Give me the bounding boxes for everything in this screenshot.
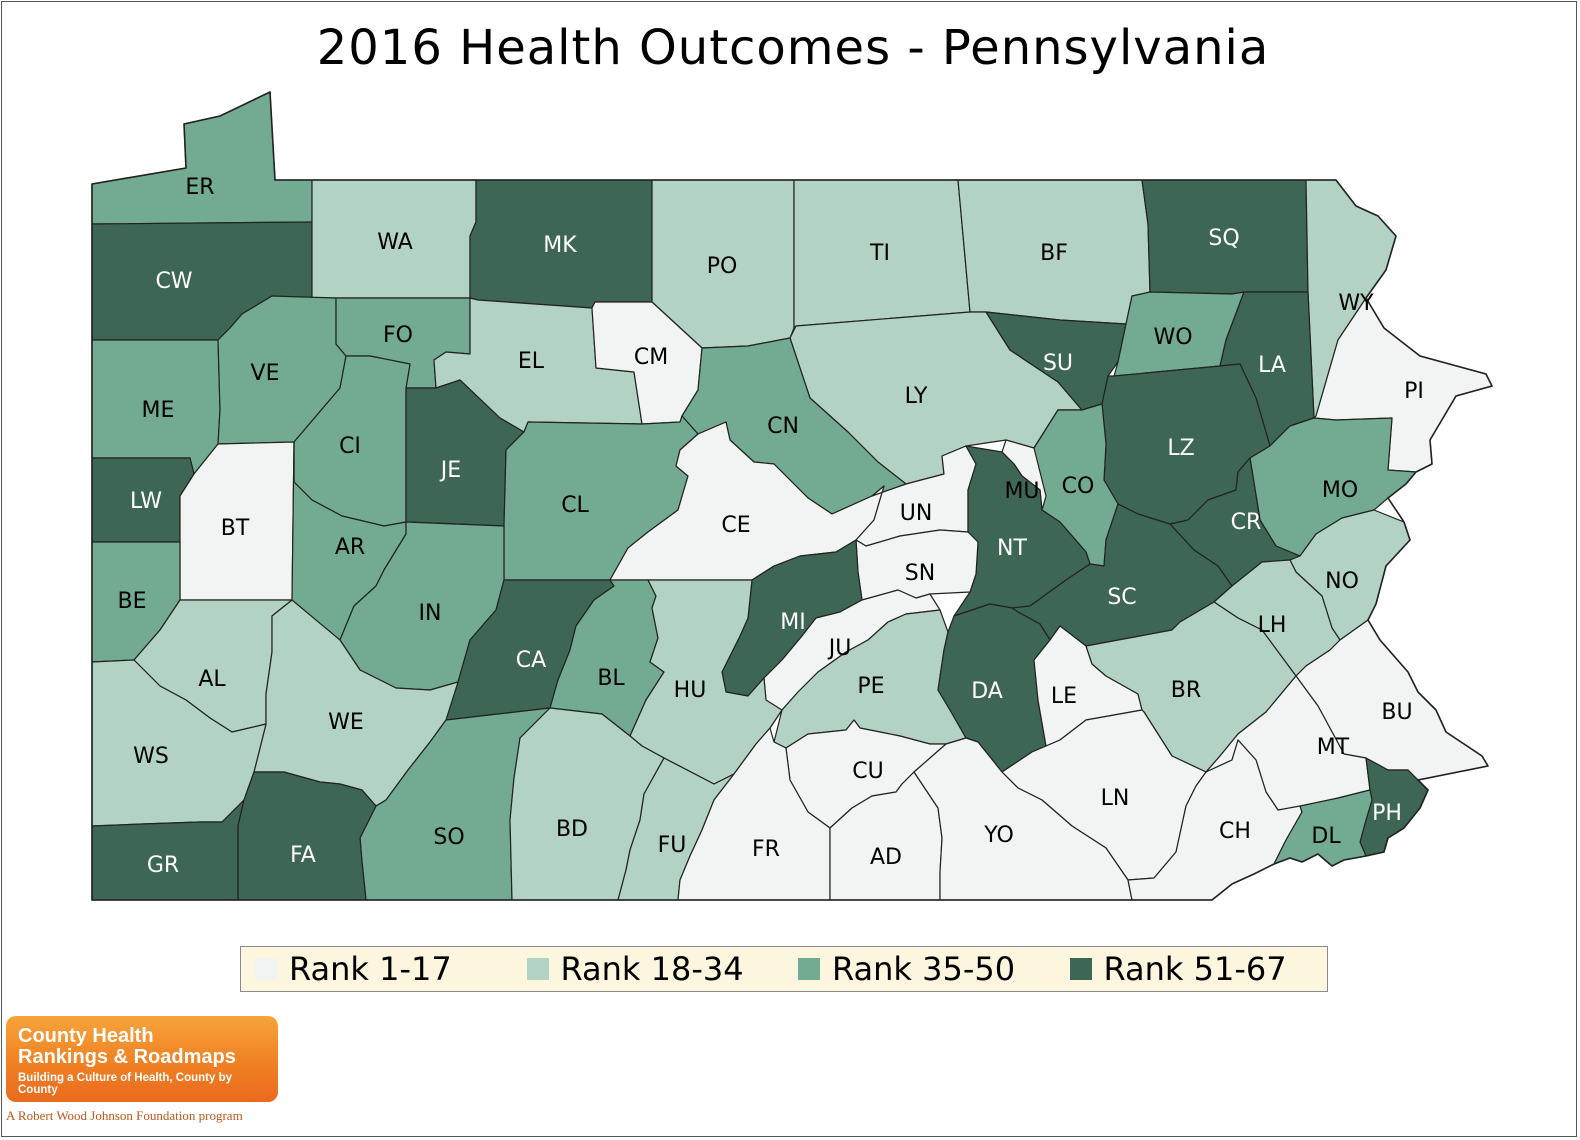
county-label-po: PO <box>707 254 738 279</box>
chrr-logo: County Health Rankings & Roadmaps Buildi… <box>6 1016 278 1102</box>
map-legend: Rank 1-17 Rank 18-34 Rank 35-50 Rank 51-67 <box>240 946 1328 992</box>
county-label-ve: VE <box>251 361 280 386</box>
county-label-ph: PH <box>1372 801 1402 826</box>
county-label-me: ME <box>142 398 175 423</box>
county-label-ju: JU <box>827 636 852 661</box>
county-label-fo: FO <box>383 323 413 348</box>
county-label-bu: BU <box>1381 700 1412 725</box>
county-label-fr: FR <box>752 837 780 862</box>
legend-swatch <box>526 958 549 980</box>
legend-label: Rank 51-67 <box>1103 950 1287 988</box>
county-fa <box>237 771 377 901</box>
county-label-je: JE <box>439 458 461 483</box>
legend-label: Rank 35-50 <box>832 950 1016 988</box>
county-label-cr: CR <box>1231 510 1262 535</box>
county-label-pi: PI <box>1404 379 1424 404</box>
county-label-no: NO <box>1325 569 1359 594</box>
county-label-lw: LW <box>130 489 162 514</box>
county-label-ws: WS <box>133 744 169 769</box>
county-label-el: EL <box>518 349 545 374</box>
county-label-sc: SC <box>1107 585 1136 610</box>
county-label-er: ER <box>185 175 214 200</box>
county-label-la: LA <box>1258 353 1286 378</box>
county-label-mk: MK <box>543 233 577 258</box>
rwjf-program-note: A Robert Wood Johnson Foundation program <box>6 1108 243 1123</box>
county-label-le: LE <box>1051 684 1077 709</box>
map-title: 2016 Health Outcomes - Pennsylvania <box>316 20 1270 76</box>
county-label-hu: HU <box>674 678 707 703</box>
county-label-co: CO <box>1062 474 1095 499</box>
county-label-br: BR <box>1171 678 1201 703</box>
county-label-cl: CL <box>561 493 589 518</box>
county-label-so: SO <box>433 825 464 850</box>
legend-swatch <box>798 958 820 980</box>
county-label-da: DA <box>971 679 1003 704</box>
county-label-su: SU <box>1043 351 1073 376</box>
county-label-ly: LY <box>905 384 928 409</box>
legend-item: Rank 1-17 <box>255 950 513 988</box>
county-yo <box>913 737 1133 901</box>
county-label-ci: CI <box>339 434 361 459</box>
county-label-fa: FA <box>290 843 316 868</box>
legend-item: Rank 18-34 <box>526 950 785 988</box>
county-label-ch: CH <box>1219 819 1251 844</box>
county-label-yo: YO <box>983 823 1014 848</box>
county-label-cu: CU <box>852 759 883 784</box>
county-label-wo: WO <box>1153 325 1192 350</box>
county-label-ca: CA <box>516 648 546 673</box>
county-label-mo: MO <box>1322 478 1358 503</box>
county-label-ce: CE <box>721 513 750 538</box>
county-label-ar: AR <box>335 535 365 560</box>
county-label-ad: AD <box>870 845 902 870</box>
logo-name-line1: County Health <box>18 1025 154 1047</box>
county-label-bf: BF <box>1040 241 1068 266</box>
county-label-un: UN <box>900 501 933 526</box>
county-label-al: AL <box>198 667 226 692</box>
county-label-we: WE <box>328 710 364 735</box>
county-label-mi: MI <box>780 610 805 635</box>
county-label-fu: FU <box>658 833 687 858</box>
county-label-sn: SN <box>905 561 935 586</box>
legend-swatch <box>255 958 277 980</box>
legend-item: Rank 51-67 <box>1069 950 1328 988</box>
county-label-bt: BT <box>221 516 250 541</box>
county-label-in: IN <box>419 601 442 626</box>
county-label-bd: BD <box>556 817 588 842</box>
logo-tagline: Building a Culture of Health, County by … <box>18 1072 233 1096</box>
county-label-lh: LH <box>1258 613 1287 638</box>
county-label-lz: LZ <box>1167 436 1194 461</box>
county-label-ln: LN <box>1101 786 1130 811</box>
legend-label: Rank 1-17 <box>289 950 452 988</box>
county-label-dl: DL <box>1311 824 1341 849</box>
county-label-be: BE <box>118 589 147 614</box>
legend-swatch <box>1069 958 1092 980</box>
county-label-cn: CN <box>767 414 799 439</box>
county-label-mu: MU <box>1004 479 1039 504</box>
county-label-nt: NT <box>997 536 1027 561</box>
state-outline <box>91 91 1493 901</box>
county-label-wy: WY <box>1338 291 1374 316</box>
county-label-ti: TI <box>869 241 890 266</box>
logo-name-line2: Rankings & Roadmaps <box>18 1046 236 1068</box>
county-label-pe: PE <box>857 674 884 699</box>
county-label-cm: CM <box>634 345 668 370</box>
county-label-mt: MT <box>1317 735 1350 760</box>
county-label-bl: BL <box>597 666 625 691</box>
county-label-cw: CW <box>155 269 192 294</box>
legend-label: Rank 18-34 <box>560 950 744 988</box>
county-label-sq: SQ <box>1208 226 1239 251</box>
county-label-wa: WA <box>377 230 413 255</box>
county-label-gr: GR <box>147 853 179 878</box>
county-er <box>91 91 313 225</box>
legend-item: Rank 35-50 <box>798 950 1056 988</box>
